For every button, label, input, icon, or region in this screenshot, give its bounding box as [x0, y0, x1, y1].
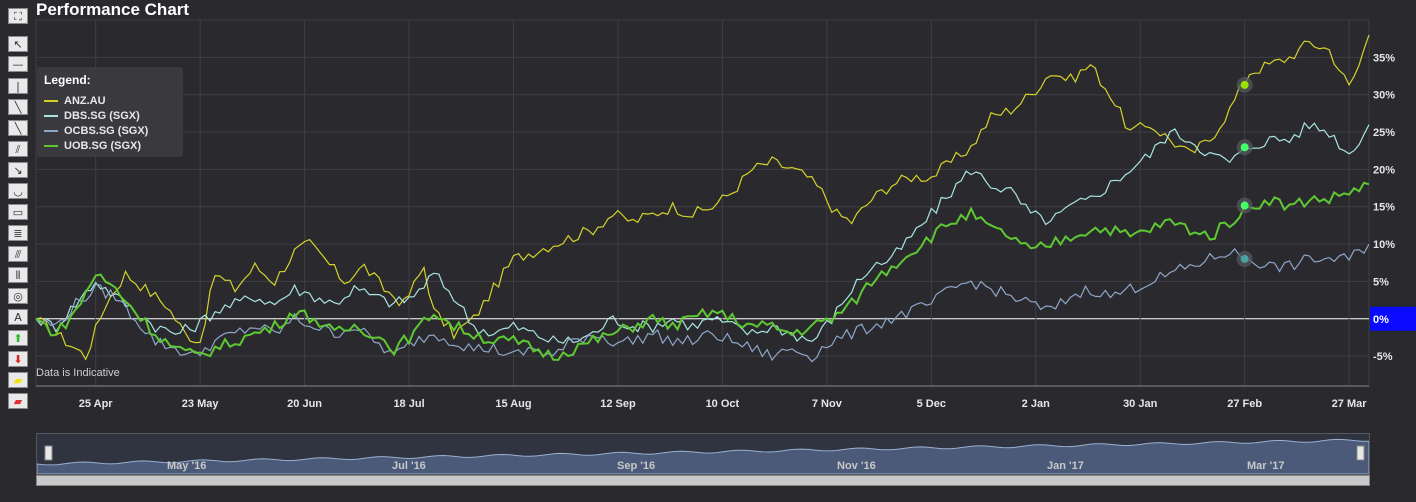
cycles-icon[interactable]: ◎ [8, 288, 28, 304]
y-tick-label: 15% [1373, 202, 1395, 214]
chart-legend: Legend: ANZ.AU DBS.SG (SGX) OCBS.SG (SGX… [37, 67, 183, 157]
y-tick-label: 5% [1373, 276, 1389, 288]
x-tick-label: 20 Jun [287, 398, 322, 410]
time-zones-icon[interactable]: ⦀ [8, 267, 28, 283]
range-scrollbar[interactable] [36, 475, 1370, 486]
series-line-3[interactable] [35, 181, 1370, 361]
x-tick-label: 27 Mar [1332, 398, 1368, 410]
x-tick-label: 23 May [182, 398, 220, 410]
page-title: Performance Chart [36, 0, 190, 19]
range-navigator[interactable]: May '16 Jul '16 Sep '16 Nov '16 Jan '17 Mar '… [36, 433, 1370, 475]
y-tick-label: 20% [1373, 164, 1395, 176]
vertical-line-icon[interactable]: | [8, 78, 28, 94]
legend-swatch [44, 115, 58, 117]
x-tick-label: 2 Jan [1022, 398, 1050, 410]
series-marker[interactable] [1240, 254, 1249, 263]
series-line-0[interactable] [35, 34, 1370, 361]
x-tick-label: 7 Nov [812, 398, 843, 410]
navigator-label: May '16 [167, 460, 206, 472]
horizontal-line-icon[interactable]: — [8, 56, 28, 72]
y-tick-label: 25% [1373, 127, 1395, 139]
y-tick-label: -5% [1373, 351, 1393, 363]
indicative-note: Data is Indicative [36, 367, 120, 379]
x-tick-label: 10 Oct [706, 398, 740, 410]
pointer-icon[interactable]: ↖ [8, 36, 28, 52]
legend-label: ANZ.AU [64, 95, 106, 107]
series-line-2[interactable] [35, 243, 1370, 363]
fibonacci-retracement-icon[interactable]: ≣ [8, 225, 28, 241]
legend-swatch [44, 100, 58, 102]
navigator-label: Nov '16 [837, 460, 876, 472]
up-arrow-icon[interactable]: ⬆ [8, 330, 28, 346]
ray-icon[interactable]: ╲ [8, 120, 28, 136]
legend-label: DBS.SG (SGX) [64, 110, 140, 122]
y-tick-label: 10% [1373, 239, 1395, 251]
x-tick-label: 27 Feb [1227, 398, 1262, 410]
legend-item-uob[interactable]: UOB.SG (SGX) [44, 139, 141, 153]
legend-title: Legend: [44, 73, 91, 87]
x-tick-label: 15 Aug [495, 398, 531, 410]
y-tick-label: 35% [1373, 52, 1395, 64]
highlighter-icon[interactable]: ▰ [8, 372, 28, 388]
navigator-area [37, 438, 1369, 474]
series-marker[interactable] [1240, 143, 1249, 152]
x-tick-label: 18 Jul [393, 398, 424, 410]
rectangle-icon[interactable]: ▭ [8, 204, 28, 220]
navigator-label: Mar '17 [1247, 460, 1284, 472]
legend-item-dbs[interactable]: DBS.SG (SGX) [44, 109, 140, 123]
eraser-icon[interactable]: ▰ [8, 393, 28, 409]
down-arrow-icon[interactable]: ⬇ [8, 351, 28, 367]
series-marker[interactable] [1240, 201, 1249, 210]
navigator-label: Jan '17 [1047, 460, 1084, 472]
navigator-handle[interactable] [44, 445, 53, 461]
legend-label: UOB.SG (SGX) [64, 140, 142, 152]
legend-swatch [44, 145, 58, 147]
legend-item-anz[interactable]: ANZ.AU [44, 94, 106, 108]
x-tick-label: 12 Sep [600, 398, 636, 410]
legend-item-ocbs[interactable]: OCBS.SG (SGX) [44, 124, 148, 138]
legend-label: OCBS.SG (SGX) [64, 125, 149, 137]
current-value-flag [1370, 306, 1416, 331]
arc-icon[interactable]: ◡ [8, 183, 28, 199]
text-annotation-icon[interactable]: A [8, 309, 28, 325]
navigator-series: May '16 Jul '16 Sep '16 Nov '16 Jan '17 Mar '… [37, 438, 1369, 474]
navigator-label: Sep '16 [617, 460, 655, 472]
series-line-1[interactable] [35, 121, 1370, 344]
parallel-lines-icon[interactable]: ⫽ [8, 141, 28, 157]
x-tick-label: 25 Apr [79, 398, 114, 410]
navigator-label: Jul '16 [392, 460, 426, 472]
x-tick-label: 5 Dec [917, 398, 946, 410]
y-tick-label: 30% [1373, 90, 1395, 102]
x-tick-label: 30 Jan [1123, 398, 1158, 410]
current-value-label: 0% [1373, 314, 1389, 326]
trend-line-icon[interactable]: ╲ [8, 99, 28, 115]
navigator-handle[interactable] [1356, 445, 1365, 461]
series-marker[interactable] [1240, 80, 1249, 89]
arrow-line-icon[interactable]: ↘ [8, 162, 28, 178]
legend-swatch [44, 130, 58, 132]
fullscreen-icon[interactable]: ⛶ [8, 8, 28, 24]
fan-icon[interactable]: ⫻ [8, 246, 28, 262]
